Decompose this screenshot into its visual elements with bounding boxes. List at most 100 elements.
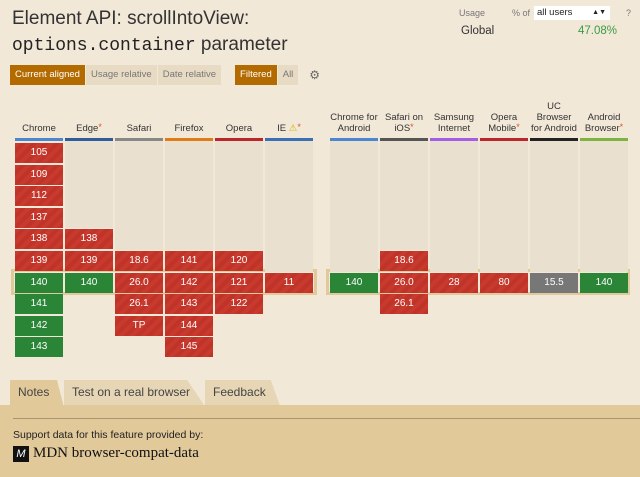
empty-cell [380,141,428,250]
version-cell[interactable]: 112 [15,186,63,207]
version-cell[interactable]: 140 [65,272,113,293]
browser-header[interactable]: Android Browser* [580,112,628,134]
browser-color-bar [115,138,163,141]
version-cell[interactable]: 143 [15,337,63,358]
version-cell[interactable]: 80 [480,272,528,293]
usage-value: 47.08% [578,25,618,37]
browser-header[interactable]: Safari [115,123,163,134]
divider [13,418,640,419]
usage-relative-button[interactable]: Usage relative [85,65,157,85]
browser-header[interactable]: Samsung Internet [430,112,478,134]
note-star-icon: * [516,122,520,132]
version-cell[interactable]: 26.0 [115,272,163,293]
empty-cell [115,141,163,250]
browser-header[interactable]: UC Browser for Android [530,101,578,134]
empty-cell [480,141,528,272]
browser-color-bar [265,138,313,141]
filter-group: Filtered All [235,65,299,85]
note-star-icon: * [98,122,102,132]
tab-test-on-a-real-browser[interactable]: Test on a real browser [64,380,205,405]
select-arrows-icon: ▲▼ [592,9,607,16]
version-cell[interactable]: 144 [165,315,213,336]
browser-name: Edge [76,123,99,134]
support-text: Support data for this feature provided b… [13,429,204,441]
version-cell[interactable]: 18.6 [380,251,428,271]
date-relative-button[interactable]: Date relative [157,65,222,85]
browser-name: Chrome [22,123,56,134]
browser-header[interactable]: Opera Mobile* [480,112,528,134]
browser-name: Opera [225,123,253,134]
empty-cell [430,141,478,272]
users-select[interactable]: all users ▲▼ [534,6,611,20]
version-cell[interactable]: 140 [580,272,628,293]
version-cell[interactable]: 138 [65,229,113,250]
version-cell[interactable]: 140 [15,272,63,293]
browser-name: Safari [126,123,152,134]
browser-color-bar [165,138,213,141]
version-cell[interactable]: 26.1 [115,294,163,315]
browser-header[interactable]: Edge* [65,122,113,135]
version-cell[interactable]: 11 [265,272,313,293]
empty-cell [65,141,113,229]
title-code: options.container [12,36,196,56]
version-cell[interactable]: 143 [165,294,213,315]
view-mode-group: Current aligned Usage relative Date rela… [10,65,222,85]
browser-name: IE [277,123,287,134]
version-cell[interactable]: 120 [215,251,263,271]
version-cell[interactable]: 139 [15,251,63,271]
current-row-highlight [11,269,317,295]
page-title: Element API: scrollIntoView: options.con… [12,6,288,59]
mdn-link[interactable]: M MDN browser-compat-data [13,445,199,462]
browser-color-bar [530,138,578,141]
version-cell[interactable]: 105 [15,143,63,163]
browser-name: Opera Mobile [488,112,518,134]
help-link[interactable]: ? [626,8,632,18]
mdn-logo-icon: M [13,445,29,462]
browser-color-bar [580,138,628,141]
browser-color-bar [15,138,63,141]
browser-color-bar [215,138,263,141]
region-label: Global [461,25,495,37]
version-cell[interactable]: 137 [15,207,63,228]
browser-header[interactable]: Safari on iOS* [380,112,428,134]
gear-icon[interactable]: ⚙ [309,68,321,82]
tab-notes[interactable]: Notes [10,380,64,405]
tab-feedback[interactable]: Feedback [205,380,280,405]
version-cell[interactable]: 141 [165,251,213,271]
version-cell[interactable]: 26.0 [380,272,428,293]
version-cell[interactable]: 141 [15,294,63,315]
empty-cell [215,141,263,250]
version-cell[interactable]: 28 [430,272,478,293]
browser-header[interactable]: IE ⚠* [265,123,313,135]
browser-header[interactable]: Firefox [165,123,213,134]
note-star-icon: * [410,122,414,132]
version-cell[interactable]: 121 [215,272,263,293]
version-cell[interactable]: 140 [330,272,378,293]
version-cell[interactable]: 122 [215,294,263,315]
version-cell[interactable]: 138 [15,229,63,250]
browser-header[interactable]: Chrome for Android [330,112,378,134]
filtered-button[interactable]: Filtered [235,65,277,85]
browser-color-bar [65,138,113,141]
current-aligned-button[interactable]: Current aligned [10,65,85,85]
version-cell[interactable]: 26.1 [380,294,428,315]
version-cell[interactable]: 15.5 [530,272,578,293]
browser-header[interactable]: Opera [215,123,263,134]
version-cell[interactable]: 145 [165,337,213,358]
pct-of-label: % of [512,8,531,18]
note-star-icon: * [619,122,624,132]
version-cell[interactable]: 139 [65,251,113,271]
empty-cell [330,141,378,272]
version-cell[interactable]: 18.6 [115,251,163,271]
warning-icon: ⚠ [286,123,298,134]
current-row-highlight-mobile [326,269,630,295]
version-cell[interactable]: 109 [15,164,63,185]
browser-header[interactable]: Chrome [15,123,63,134]
version-cell[interactable]: 142 [15,315,63,336]
notes-panel [0,405,640,477]
browser-name: Safari on iOS [384,112,424,134]
all-button[interactable]: All [277,65,299,85]
version-cell[interactable]: TP [115,315,163,336]
toolbar: Current aligned Usage relative Date rela… [10,65,320,85]
version-cell[interactable]: 142 [165,272,213,293]
